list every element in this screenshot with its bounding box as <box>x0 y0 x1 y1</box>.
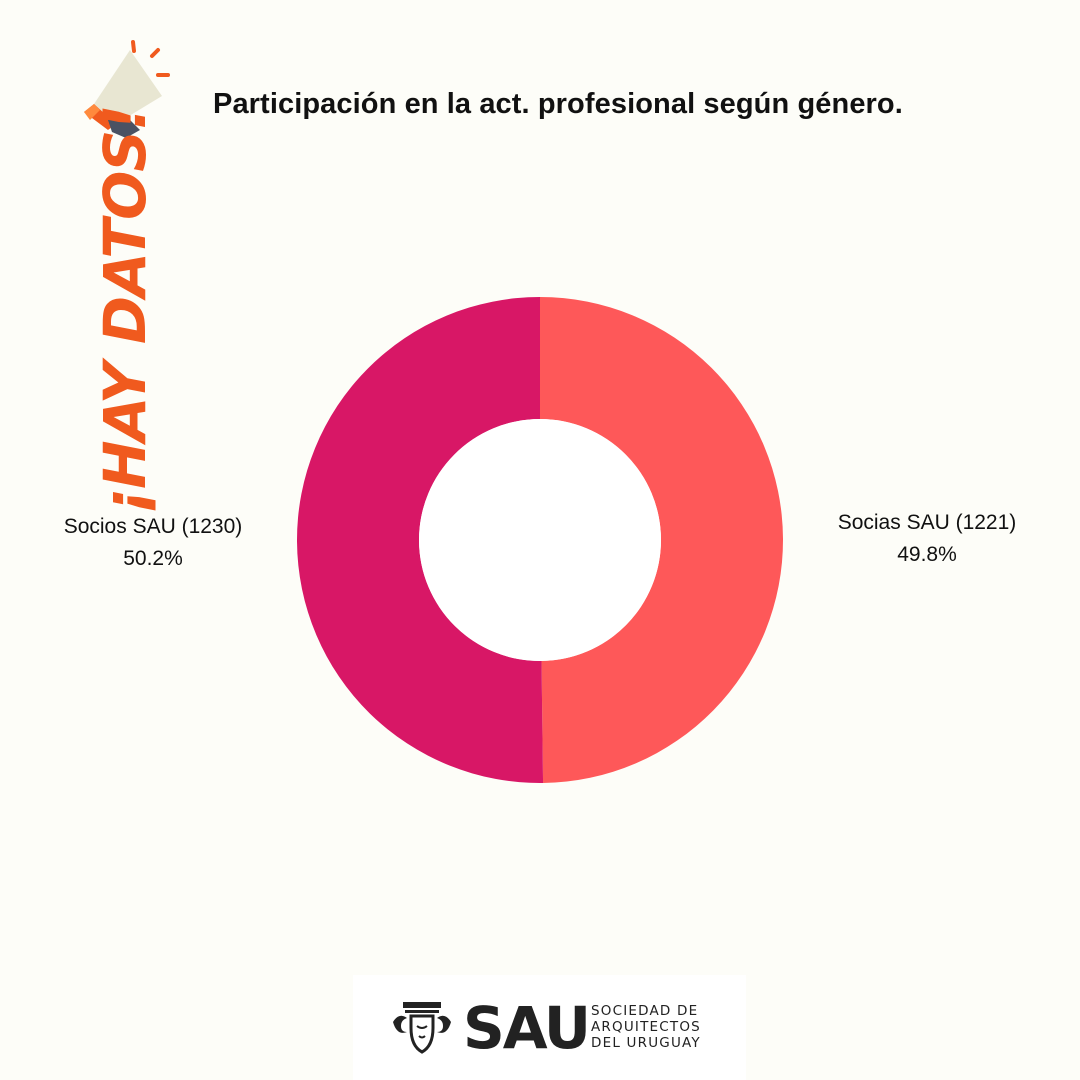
classical-head-icon <box>393 1002 451 1054</box>
donut-hole <box>419 419 661 661</box>
slice-percent-socias: 49.8% <box>897 543 957 566</box>
donut-slice-0 <box>540 297 783 783</box>
logo-wordmark: SAU <box>463 994 591 1062</box>
slice-label-socias: Socias SAU (1221) 49.8% <box>814 507 1040 571</box>
slice-percent-socios: 50.2% <box>123 547 183 570</box>
donut-slice-1 <box>296 297 544 784</box>
sau-logo: SAU SOCIEDAD DE ARQUITECTOS DEL URUGUAY <box>353 975 746 1080</box>
slice-label-socios: Socios SAU (1230) 50.2% <box>40 511 266 575</box>
logo-line-1: SOCIEDAD DE <box>591 1003 699 1019</box>
chart-title: Participación en la act. profesional seg… <box>213 88 903 120</box>
slice-name-socias: Socias SAU (1221) <box>837 511 1017 534</box>
logo-subtitle: SOCIEDAD DE ARQUITECTOS DEL URUGUAY <box>591 1003 701 1051</box>
logo-line-2: ARQUITECTOS <box>591 1019 701 1035</box>
logo-line-3: DEL URUGUAY <box>591 1035 701 1051</box>
slice-name-socios: Socios SAU (1230) <box>63 515 243 538</box>
megaphone-icon <box>84 40 170 138</box>
